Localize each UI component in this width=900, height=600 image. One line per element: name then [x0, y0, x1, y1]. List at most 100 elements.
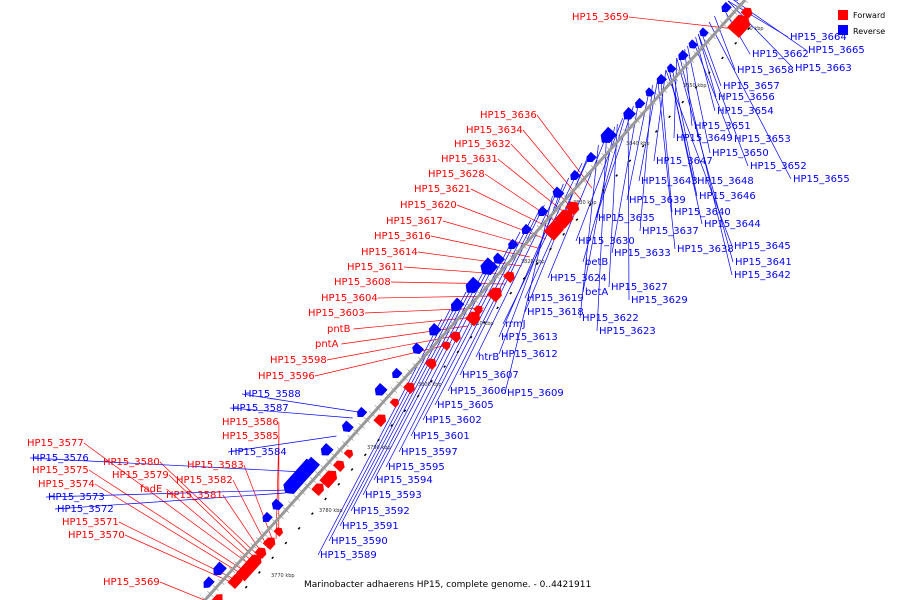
forward-leader-line [456, 204, 547, 240]
gene-labels: HP15_3659 HP15_3636 HP15_3634 HP15_3632 HP15… [27, 12, 865, 588]
reverse-leader-line [475, 189, 559, 358]
reverse-gene-label: rrmJ [505, 319, 526, 330]
reverse-leader-line [398, 255, 499, 453]
forward-leader-line [124, 534, 236, 585]
scale-marks: 3770 kbp 3780 kbp 3790 kbp 3800 kbp 3810 kbp… [271, 26, 764, 579]
reverse-leader-line [687, 45, 711, 154]
forward-gene-label: HP15_3577 [27, 438, 84, 449]
forward-gene-arrow [227, 573, 243, 590]
intergenic-marker [535, 262, 539, 266]
reverse-gene-arrow [213, 561, 227, 576]
reverse-gene-label: HP15_3595 [388, 462, 445, 473]
forward-leader-line [83, 442, 252, 567]
reverse-leader-line [422, 231, 521, 421]
forward-gene-arrow [246, 554, 262, 570]
reverse-gene-label: HP15_3589 [320, 550, 377, 561]
forward-gene-arrow [343, 449, 354, 459]
reverse-gene-arrow [645, 87, 655, 97]
scale-mark-label: 3800 kbp [418, 382, 442, 388]
intergenic-marker [377, 438, 380, 442]
reverse-gene-arrow [271, 498, 284, 511]
forward-gene-label: HP15_3585 [222, 431, 279, 442]
reverse-gene-arrow [521, 223, 532, 235]
forward-gene-arrow [440, 341, 451, 351]
forward-gene-label: HP15_3579 [112, 470, 169, 481]
intergenic-marker [284, 541, 288, 545]
reverse-leader-line [410, 240, 513, 437]
intergenic-marker [310, 512, 314, 516]
reverse-gene-label: HP15_3609 [507, 388, 564, 399]
forward-leader-line [390, 281, 506, 285]
reverse-gene-label: betB [585, 257, 608, 268]
reverse-gene-label: HP15_3647 [656, 156, 713, 167]
reverse-leader-line [596, 135, 607, 332]
reverse-leader-line [229, 407, 353, 419]
reverse-gene-label: HP15_3656 [718, 92, 775, 103]
intergenic-marker [694, 85, 698, 89]
scale-mark-label: 3850 kbp [683, 83, 707, 89]
intergenic-marker [258, 571, 261, 574]
reverse-gene-label: HP15_3612 [501, 349, 558, 360]
reverse-gene-label: HP15_3613 [501, 332, 558, 343]
reverse-gene-label: HP15_3663 [795, 63, 852, 74]
reverse-gene-label: HP15_3627 [611, 282, 668, 293]
forward-gene-label: HP15_3611 [347, 262, 404, 273]
reverse-leader-line [498, 177, 570, 338]
reverse-gene-arrow [508, 238, 519, 250]
forward-gene-label: HP15_3634 [466, 125, 523, 136]
reverse-leader-line [385, 264, 491, 468]
legend-reverse-swatch [838, 25, 848, 35]
forward-gene-label: HP15_3614 [361, 247, 418, 258]
reverse-leader-line [45, 489, 288, 498]
forward-gene-label: HP15_3586 [222, 417, 279, 428]
legend-reverse-label: Reverse [853, 27, 885, 36]
reverse-leader-line [684, 48, 693, 127]
reverse-leader-line [660, 75, 673, 213]
forward-gene-label: HP15_3570 [68, 530, 125, 541]
reverse-gene-label: HP15_3572 [57, 504, 114, 515]
forward-leader-line [166, 488, 255, 564]
reverse-leader-line [362, 282, 475, 496]
reverse-leader-line [697, 33, 749, 167]
intergenic-marker [509, 291, 513, 295]
forward-gene-label: HP15_3569 [103, 577, 160, 588]
legend-forward-label: Forward [853, 11, 885, 20]
forward-gene-label: HP15_3632 [454, 139, 511, 150]
reverse-gene-arrow [374, 383, 388, 396]
forward-gene-arrow [465, 311, 481, 327]
reverse-gene-arrow [356, 406, 368, 418]
reverse-gene-label: HP15_3587 [232, 403, 289, 414]
legend-forward-swatch [838, 10, 848, 20]
reverse-leader-line [54, 492, 286, 510]
intergenic-marker [654, 130, 658, 133]
reverse-gene-label: HP15_3624 [550, 273, 607, 284]
intergenic-marker [496, 306, 499, 310]
reverse-leader-line [29, 457, 305, 473]
reverse-gene-label: HP15_3593 [365, 490, 422, 501]
reverse-leader-line [653, 69, 667, 162]
forward-gene-label: HP15_3582 [176, 475, 233, 486]
reverse-gene-arrow [635, 97, 646, 109]
reverse-gene-label: HP15_3640 [674, 207, 731, 218]
reverse-leader-line [700, 30, 722, 87]
reverse-gene-arrow [623, 107, 636, 120]
forward-gene-arrow [332, 460, 345, 473]
forward-gene-label: HP15_3620 [400, 200, 457, 211]
intergenic-marker [244, 585, 248, 589]
reverse-leader-line [657, 78, 676, 250]
forward-gene-arrow [503, 271, 515, 284]
reverse-gene-label: HP15_3646 [699, 191, 756, 202]
forward-gene-label: HP15_3608 [334, 277, 391, 288]
reverse-gene-label: HP15_3648 [697, 176, 754, 187]
axis-tick [744, 0, 749, 3]
scale-mark-label: 3820 kbp [521, 259, 545, 265]
reverse-gene-label: HP15_3638 [677, 244, 734, 255]
forward-gene-arrow [254, 547, 267, 560]
reverse-leader-line [608, 123, 618, 288]
intergenic-marker [562, 232, 566, 236]
forward-gene-arrow [403, 382, 415, 395]
intergenic-marker [721, 56, 724, 60]
reverse-gene-label: HP15_3619 [527, 293, 584, 304]
reverse-gene-label: HP15_3633 [614, 248, 671, 259]
reverse-gene-label: HP15_3657 [723, 81, 780, 92]
